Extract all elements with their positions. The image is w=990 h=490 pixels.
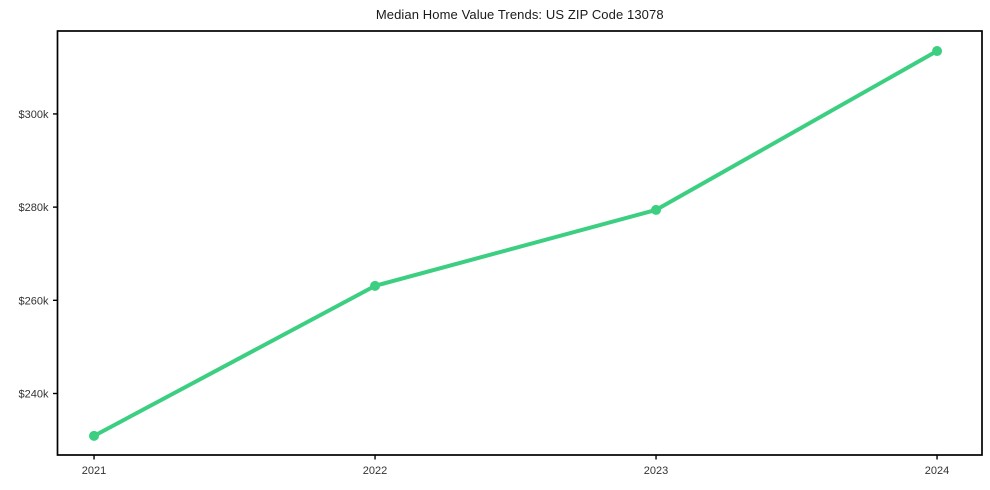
x-tick-label: 2023 [644, 465, 668, 477]
y-tick-label: $240k [19, 388, 49, 400]
data-point-marker [651, 204, 662, 215]
y-tick-label: $300k [19, 109, 49, 121]
x-tick-label: 2021 [82, 465, 106, 477]
x-tick-label: 2024 [925, 465, 949, 477]
y-tick-label: $260k [19, 295, 49, 307]
chart-title: Median Home Value Trends: US ZIP Code 13… [375, 7, 664, 22]
trend-line [92, 49, 940, 438]
data-point-marker [370, 280, 381, 291]
data-point-marker [89, 430, 100, 441]
x-tick-label: 2022 [363, 465, 387, 477]
y-tick-label: $280k [19, 202, 49, 214]
data-point-marker [932, 46, 943, 57]
plot-frame [56, 30, 983, 456]
